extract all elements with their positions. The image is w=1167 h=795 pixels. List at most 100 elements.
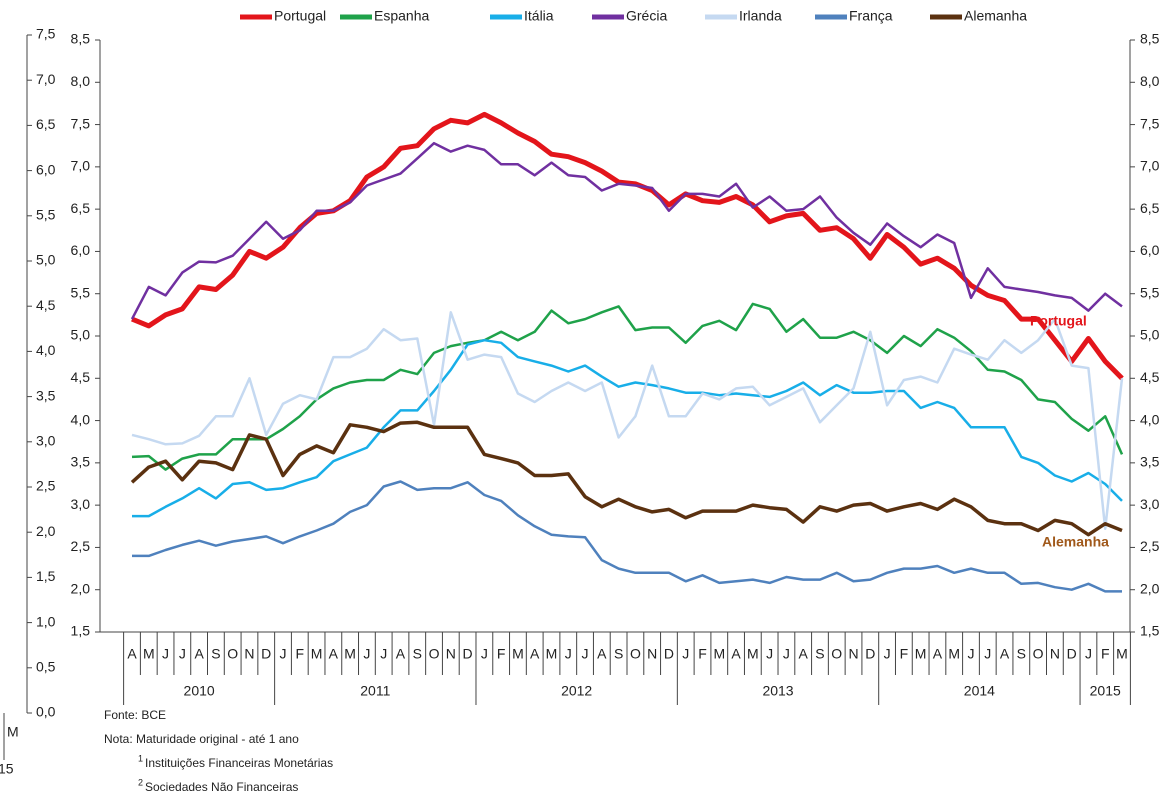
y2-tick-label: 1,5 — [1140, 623, 1160, 639]
x-tick-label: D — [261, 646, 271, 662]
left-y-tick-label: 0,0 — [36, 704, 56, 720]
y2-tick-label: 2,5 — [1140, 538, 1160, 554]
legend-label: Grécia — [626, 8, 667, 24]
x-tick-label: S — [1017, 646, 1026, 662]
y2-tick-label: 7,0 — [1140, 158, 1160, 174]
x-tick-label: D — [1067, 646, 1077, 662]
x-tick-label: O — [831, 646, 842, 662]
y2-tick-label: 4,5 — [1140, 369, 1160, 385]
x-tick-label: N — [244, 646, 254, 662]
year-label: 2012 — [561, 683, 592, 699]
left-y-tick-label: 1,0 — [36, 613, 56, 629]
x-tick-label: A — [127, 646, 137, 662]
x-tick-label: N — [848, 646, 858, 662]
y-tick-label: 7,0 — [71, 158, 91, 174]
left-y-tick-label: 0,5 — [36, 659, 56, 675]
series-line — [131, 111, 1124, 381]
x-tick-label: F — [296, 646, 305, 662]
x-tick-label: J — [481, 646, 488, 662]
left-y-tick-label: 5,5 — [36, 207, 56, 223]
x-tick-label: J — [162, 646, 169, 662]
x-tick-label: A — [530, 646, 540, 662]
x-tick-label: A — [933, 646, 943, 662]
x-tick-label: J — [984, 646, 991, 662]
legend-label: Portugal — [274, 8, 326, 24]
left-y-tick-label: 4,5 — [36, 297, 56, 313]
note: Nota: Maturidade original - até 1 ano — [104, 732, 299, 746]
left-y-tick-label: 1,5 — [36, 568, 56, 584]
y2-tick-label: 2,0 — [1140, 580, 1160, 596]
annotation: Alemanha — [1042, 534, 1109, 550]
series-line — [132, 480, 1122, 593]
y-tick-label: 6,0 — [71, 242, 91, 258]
legend-label: Alemanha — [964, 8, 1027, 24]
left-year-label: 15 — [0, 761, 14, 777]
year-label: 2010 — [184, 683, 215, 699]
x-tick-label: N — [647, 646, 657, 662]
x-tick-label: N — [1050, 646, 1060, 662]
x-tick-label: O — [630, 646, 641, 662]
x-tick-label: M — [311, 646, 323, 662]
y-tick-label: 6,5 — [71, 200, 91, 216]
x-tick-label: M — [344, 646, 356, 662]
source: Fonte: BCE — [104, 708, 166, 722]
y2-tick-label: 3,5 — [1140, 454, 1160, 470]
x-tick-label: J — [280, 646, 287, 662]
series-line — [131, 311, 1124, 531]
x-tick-label: M — [1116, 646, 1128, 662]
y-tick-label: 5,0 — [71, 327, 91, 343]
x-tick-label: S — [815, 646, 824, 662]
x-tick-label: A — [1000, 646, 1010, 662]
y-tick-label: 4,5 — [71, 369, 91, 385]
y-tick-label: 8,5 — [71, 31, 91, 47]
y2-tick-label: 8,0 — [1140, 73, 1160, 89]
series-line — [132, 338, 1123, 518]
y2-tick-label: 6,5 — [1140, 200, 1160, 216]
x-tick-label: O — [1033, 646, 1044, 662]
x-tick-label: J — [582, 646, 589, 662]
x-tick-label: A — [329, 646, 339, 662]
y2-tick-label: 6,0 — [1140, 242, 1160, 258]
x-tick-label: F — [698, 646, 707, 662]
x-tick-label: J — [884, 646, 891, 662]
footnote-text: Instituições Financeiras Monetárias — [145, 756, 333, 770]
x-tick-label: M — [713, 646, 725, 662]
x-tick-label: F — [1101, 646, 1110, 662]
left-y-tick-label: 2,0 — [36, 523, 56, 539]
y-tick-label: 3,5 — [71, 454, 91, 470]
x-tick-label: A — [597, 646, 607, 662]
y2-tick-label: 4,0 — [1140, 411, 1160, 427]
x-tick-label: F — [497, 646, 506, 662]
y-tick-label: 5,5 — [71, 284, 91, 300]
x-tick-label: M — [512, 646, 524, 662]
x-tick-label: N — [446, 646, 456, 662]
footnote-mark: 1 — [138, 753, 143, 763]
x-tick-label: J — [967, 646, 974, 662]
x-tick-label: A — [799, 646, 809, 662]
y-tick-label: 8,0 — [71, 73, 91, 89]
y2-tick-label: 8,5 — [1140, 31, 1160, 47]
left-x-tick-label: M — [7, 724, 19, 740]
x-tick-label: D — [463, 646, 473, 662]
left-y-tick-label: 7,5 — [36, 26, 56, 42]
x-tick-label: J — [565, 646, 572, 662]
left-y-tick-label: 3,0 — [36, 433, 56, 449]
series-line — [130, 141, 1123, 320]
x-tick-label: J — [1085, 646, 1092, 662]
y-tick-label: 2,0 — [71, 580, 91, 596]
year-label: 2015 — [1090, 683, 1121, 699]
y-tick-label: 7,5 — [71, 115, 91, 131]
x-tick-label: S — [211, 646, 220, 662]
x-tick-label: S — [614, 646, 623, 662]
legend-label: Itália — [524, 8, 554, 24]
y-tick-label: 1,5 — [71, 623, 91, 639]
left-y-tick-label: 2,5 — [36, 478, 56, 494]
left-y-tick-label: 7,0 — [36, 71, 56, 87]
x-tick-label: J — [363, 646, 370, 662]
x-tick-label: J — [766, 646, 773, 662]
x-tick-label: J — [380, 646, 387, 662]
x-tick-label: J — [783, 646, 790, 662]
